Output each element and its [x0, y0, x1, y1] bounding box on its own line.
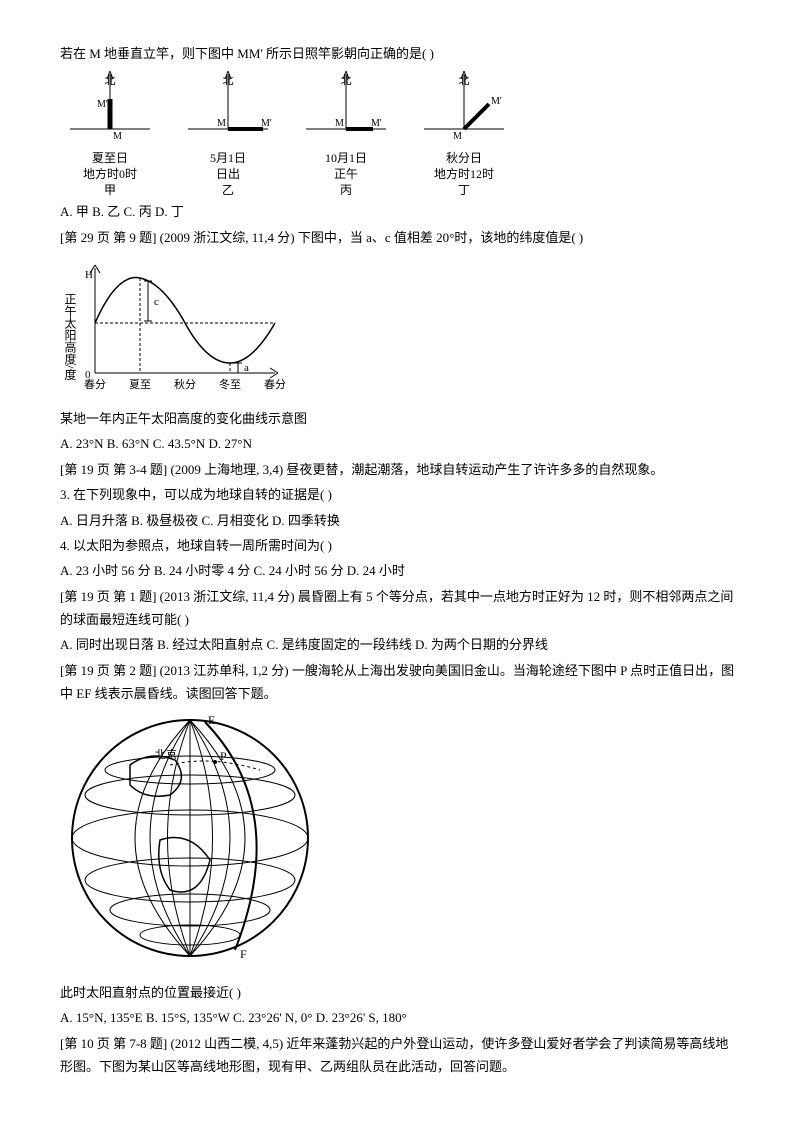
q19-2-ref: [第 19 页 第 2 题] (2013 江苏单科, 1,2 分) 一艘海轮从上…: [60, 659, 740, 706]
diagram-yi: 北 M M': [183, 69, 273, 149]
q28-figure-row: 北 M' M 夏至日 地方时0时 甲 北 M M' 5月1日 日出 乙: [60, 69, 740, 198]
fig-jia-t2: 地方时0时: [60, 167, 160, 183]
svg-text:P: P: [220, 749, 227, 763]
fig-jia: 北 M' M 夏至日 地方时0时 甲: [60, 69, 160, 198]
q3-options: A. 日月升落 B. 极昼极夜 C. 月相变化 D. 四季转换: [60, 509, 740, 532]
fig-ding-t2: 地方时12时: [414, 167, 514, 183]
svg-text:春分: 春分: [84, 378, 106, 391]
svg-text:北京: 北京: [155, 747, 177, 761]
fig-bing: 北 M M' 10月1日 正午 丙: [296, 69, 396, 198]
fig-yi-t1: 5月1日: [178, 151, 278, 167]
diagram-jia: 北 M' M: [65, 69, 155, 149]
svg-text:北: 北: [341, 74, 352, 87]
fig-ding: 北 M M' 秋分日 地方时12时 丁: [414, 69, 514, 198]
q4-options: A. 23 小时 56 分 B. 24 小时零 4 分 C. 24 小时 56 …: [60, 559, 740, 582]
q4-stem: 4. 以太阳为参照点，地球自转一周所需时间为( ): [60, 534, 740, 557]
q28-stem: 若在 M 地垂直立竿，则下图中 MM' 所示日照竿影朝向正确的是( ): [60, 42, 740, 65]
svg-text:冬至: 冬至: [219, 377, 241, 391]
q29-caption: 某地一年内正午太阳高度的变化曲线示意图: [60, 407, 740, 430]
fig-yi-label: 乙: [178, 183, 278, 199]
fig-yi: 北 M M' 5月1日 日出 乙: [178, 69, 278, 198]
fig-bing-t1: 10月1日: [296, 151, 396, 167]
q3-stem: 3. 在下列现象中，可以成为地球自转的证据是( ): [60, 483, 740, 506]
svg-text:春分: 春分: [264, 378, 286, 391]
fig-jia-label: 甲: [60, 183, 160, 199]
svg-text:M': M': [491, 96, 502, 107]
q19-34-ref: [第 19 页 第 3-4 题] (2009 上海地理, 3,4) 昼夜更替，潮…: [60, 458, 740, 481]
svg-text:北: 北: [459, 74, 470, 87]
svg-text:M: M: [217, 118, 226, 129]
q19-1-options: A. 同时出现日落 B. 经过太阳直射点 C. 是纬度固定的一段纬线 D. 为两…: [60, 633, 740, 656]
svg-text:F: F: [240, 947, 247, 961]
fig-bing-label: 丙: [296, 183, 396, 199]
svg-text:a: a: [244, 362, 249, 374]
svg-text:c: c: [154, 296, 159, 308]
q19-1-ref: [第 19 页 第 1 题] (2013 浙江文综, 11,4 分) 晨昏圈上有…: [60, 585, 740, 632]
svg-text:正午太阳高度/度: 正午太阳高度/度: [63, 293, 77, 380]
q29-options: A. 23°N B. 63°N C. 43.5°N D. 27°N: [60, 432, 740, 455]
q29-chart: 正午太阳高度/度 H 0 c a 春分 夏至 秋分 冬至 春分: [60, 253, 740, 403]
svg-text:M: M: [113, 131, 122, 142]
fig-ding-label: 丁: [414, 183, 514, 199]
svg-text:M': M': [97, 99, 108, 110]
fig-bing-t2: 正午: [296, 167, 396, 183]
svg-text:M: M: [335, 118, 344, 129]
q19-2-q: 此时太阳直射点的位置最接近( ): [60, 981, 740, 1004]
fig-yi-t2: 日出: [178, 167, 278, 183]
svg-text:M: M: [453, 131, 462, 142]
globe-figure: E F 北京 P: [60, 710, 740, 977]
svg-text:秋分: 秋分: [174, 377, 196, 391]
svg-text:夏至: 夏至: [129, 378, 151, 391]
diagram-ding: 北 M M': [419, 69, 509, 149]
svg-text:M': M': [371, 118, 382, 129]
q29-ref: [第 29 页 第 9 题] (2009 浙江文综, 11,4 分) 下图中，当…: [60, 226, 740, 249]
fig-jia-t1: 夏至日: [60, 151, 160, 167]
svg-text:北: 北: [223, 74, 234, 87]
diagram-bing: 北 M M': [301, 69, 391, 149]
svg-text:H: H: [85, 269, 93, 281]
q10-78-ref: [第 10 页 第 7-8 题] (2012 山西二模, 4,5) 近年来蓬勃兴…: [60, 1032, 740, 1079]
q19-2-options: A. 15°N, 135°E B. 15°S, 135°W C. 23°26' …: [60, 1006, 740, 1029]
q28-options: A. 甲 B. 乙 C. 丙 D. 丁: [60, 200, 740, 223]
svg-text:M': M': [261, 118, 272, 129]
fig-ding-t1: 秋分日: [414, 151, 514, 167]
svg-text:E: E: [208, 713, 215, 727]
svg-text:北: 北: [105, 74, 116, 87]
